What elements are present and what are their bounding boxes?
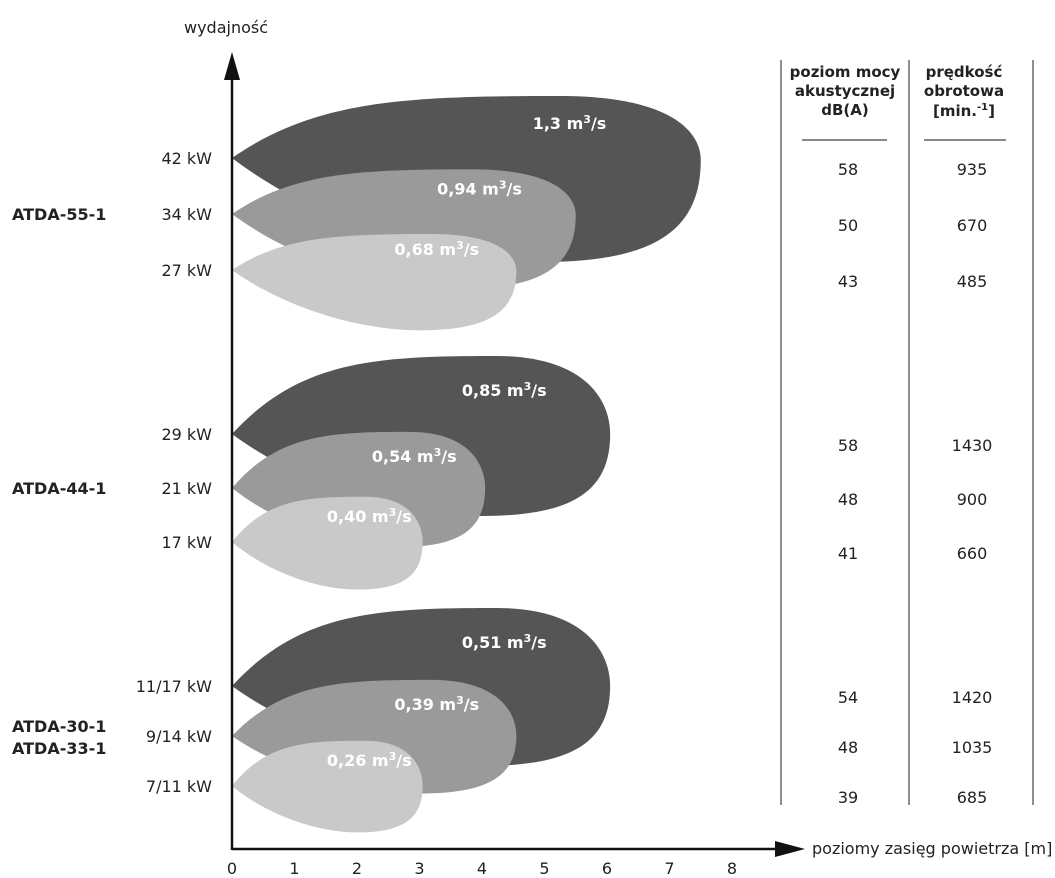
sound-value: 50: [838, 216, 858, 235]
flow-label: 1,3 m3/s: [533, 113, 607, 133]
plume-light: [232, 234, 517, 331]
sound-value: 39: [838, 788, 858, 807]
sound-value: 54: [838, 688, 858, 707]
x-tick-label: 1: [289, 859, 299, 878]
speed-value: 685: [957, 788, 988, 807]
x-tick-label: 6: [602, 859, 612, 878]
power-label: 11/17 kW: [136, 677, 212, 696]
y-axis-arrow: [224, 52, 240, 80]
speed-value: 660: [957, 544, 988, 563]
model-label: ATDA-33-1: [12, 739, 106, 758]
power-label: 21 kW: [161, 479, 212, 498]
plume-light: [232, 496, 423, 590]
x-tick-labels: 0 1 2 3 4 5 6 7 8: [227, 859, 737, 878]
flow-label: 0,40 m3/s: [327, 506, 412, 526]
speed-value: 1035: [952, 738, 993, 757]
power-label: 27 kW: [161, 261, 212, 280]
axes-layer: wydajność poziomy zasięg powietrza [m]: [184, 18, 1052, 858]
sound-header-line-3: dB(A): [821, 101, 869, 119]
sound-value: 41: [838, 544, 858, 563]
flow-label: 0,94 m3/s: [437, 178, 522, 198]
sound-header-line-2: akustycznej: [795, 82, 895, 100]
y-axis-label: wydajność: [184, 18, 268, 37]
plume-light: [232, 740, 423, 833]
model-label: ATDA-55-1: [12, 205, 106, 224]
sound-header-line-1: poziom mocy: [790, 63, 901, 81]
x-tick-label: 4: [477, 859, 487, 878]
flow-label: 0,85 m3/s: [462, 380, 547, 400]
power-label: 42 kW: [161, 149, 212, 168]
flow-label: 0,26 m3/s: [327, 750, 412, 770]
x-tick-label: 5: [539, 859, 549, 878]
model-label: ATDA-44-1: [12, 479, 106, 498]
flow-label: 0,54 m3/s: [372, 446, 457, 466]
x-tick-label: 7: [664, 859, 674, 878]
power-label: 29 kW: [161, 425, 212, 444]
x-tick-label: 3: [414, 859, 424, 878]
x-axis-arrow: [775, 841, 805, 857]
speed-value: 935: [957, 160, 988, 179]
speed-header-line-3: [min.-1]: [933, 102, 995, 120]
power-label: 34 kW: [161, 205, 212, 224]
speed-header-line-2: obrotowa: [924, 82, 1004, 100]
sound-value: 58: [838, 436, 858, 455]
power-label: 7/11 kW: [146, 777, 212, 796]
flow-label: 0,51 m3/s: [462, 632, 547, 652]
speed-value: 1430: [952, 436, 993, 455]
flow-label: 0,68 m3/s: [394, 239, 479, 259]
x-tick-label: 0: [227, 859, 237, 878]
speed-value: 1420: [952, 688, 993, 707]
row-labels: 42 kW 34 kW 27 kW ATDA-55-1 29 kW 21 kW 17 kW A…: [12, 149, 212, 796]
x-tick-label: 8: [727, 859, 737, 878]
sound-value: 58: [838, 160, 858, 179]
speed-value: 485: [957, 272, 988, 291]
flow-label: 0,39 m3/s: [394, 694, 479, 714]
power-label: 17 kW: [161, 533, 212, 552]
x-tick-label: 2: [352, 859, 362, 878]
speed-value: 670: [957, 216, 988, 235]
x-axis-label: poziomy zasięg powietrza [m]: [812, 839, 1052, 858]
plumes-layer: 1,3 m3/s 0,94 m3/s 0,68 m3/s 0,85 m3/s 0,54 …: [232, 96, 701, 833]
sound-value: 43: [838, 272, 858, 291]
speed-header-line-1: prędkość: [926, 63, 1003, 81]
spec-table: poziom mocy akustycznej dB(A) prędkość o…: [780, 60, 1034, 807]
sound-value: 48: [838, 738, 858, 757]
sound-value: 48: [838, 490, 858, 509]
model-label: ATDA-30-1: [12, 717, 106, 736]
speed-value: 900: [957, 490, 988, 509]
power-label: 9/14 kW: [146, 727, 212, 746]
